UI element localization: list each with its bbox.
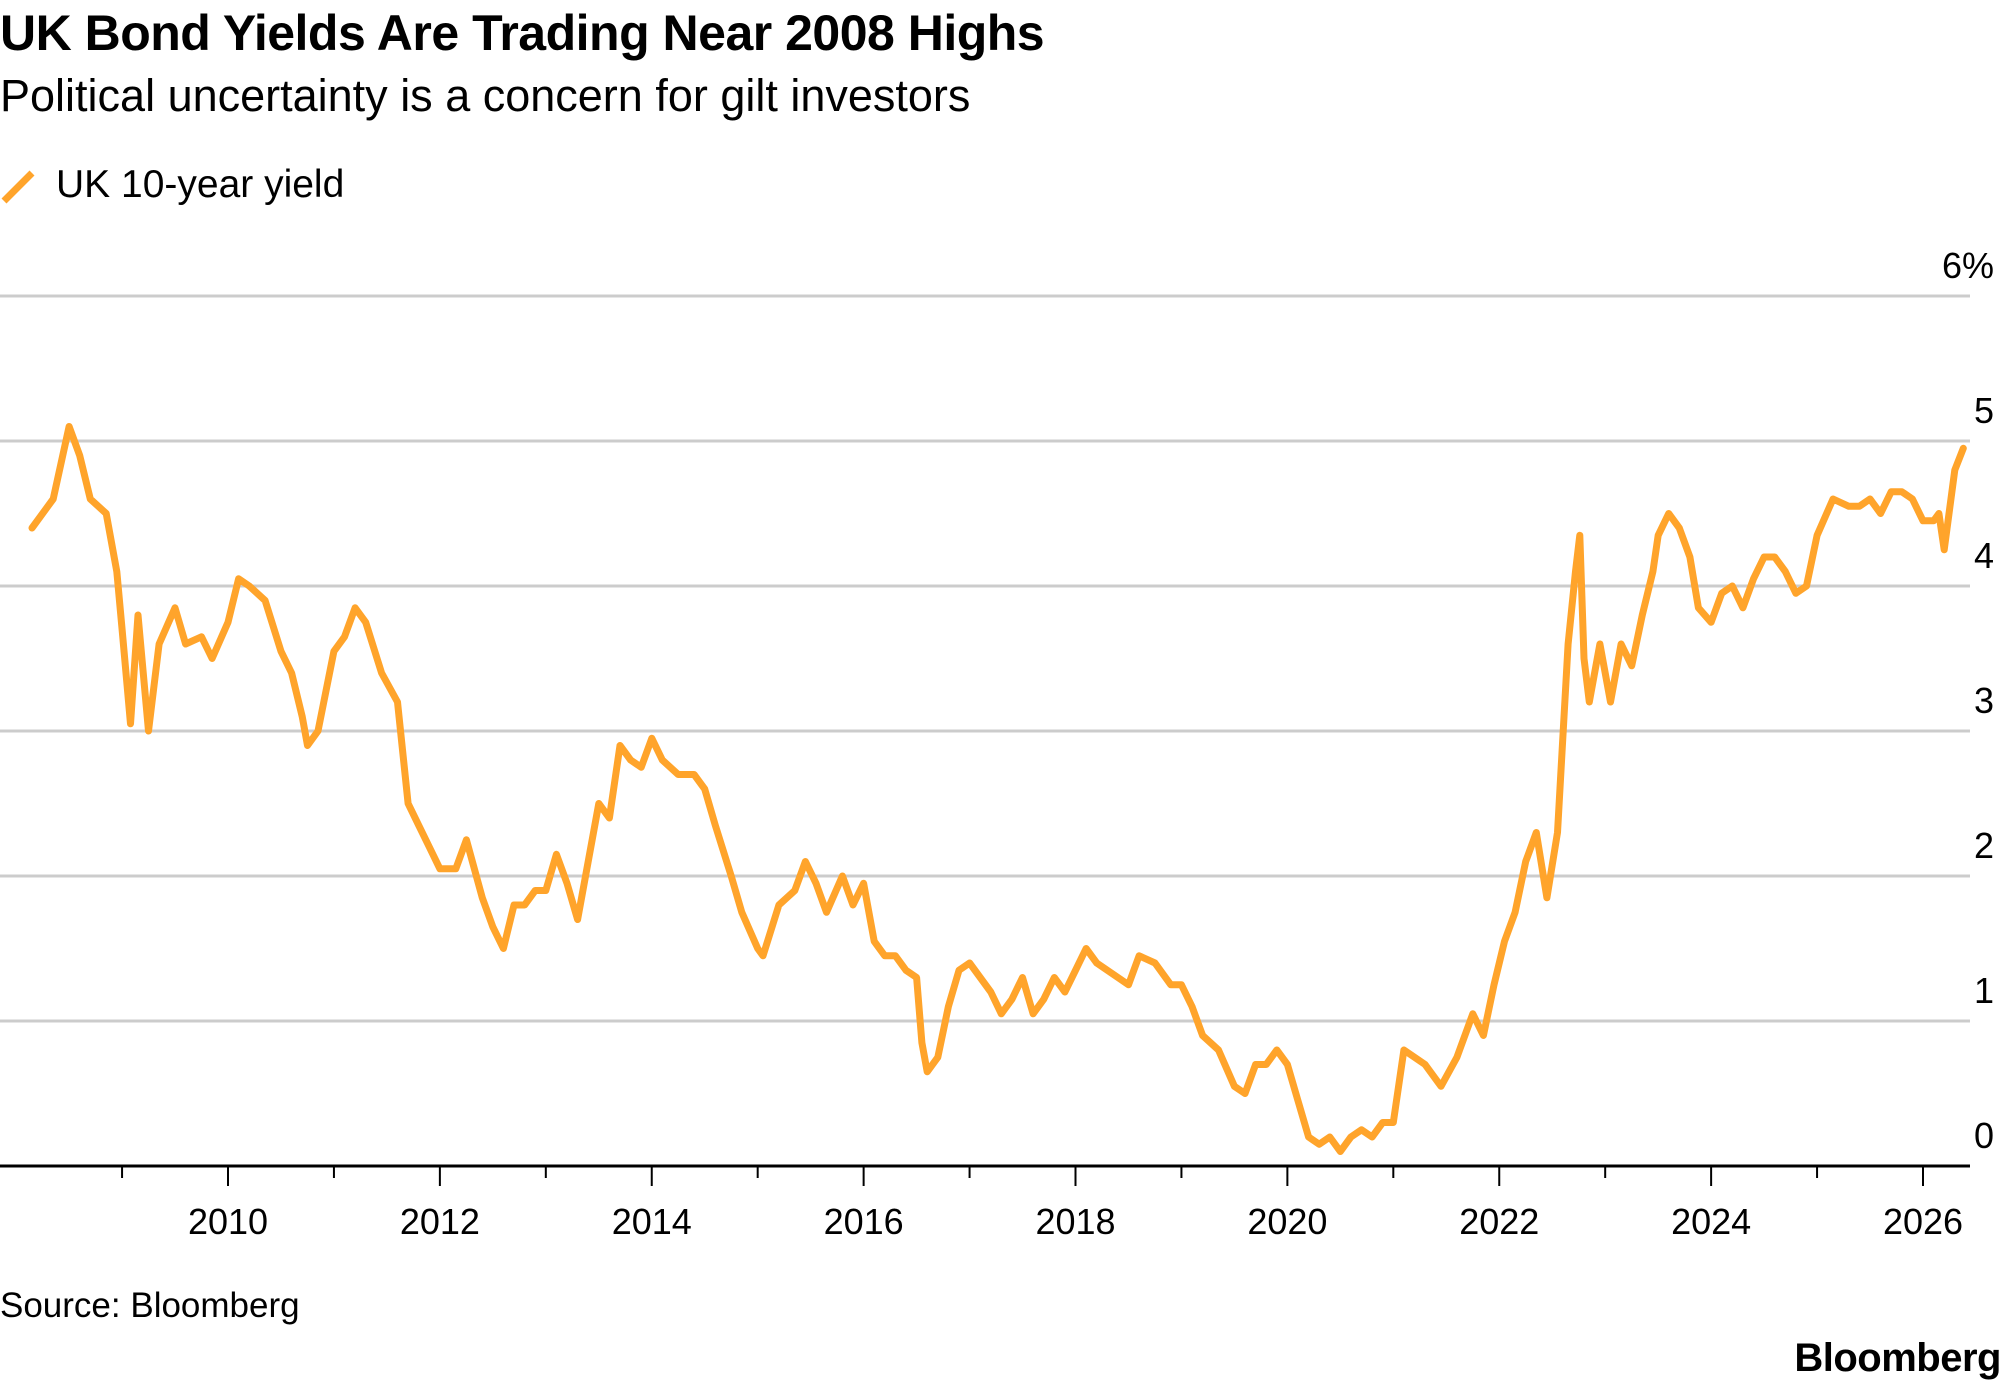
y-tick-label: 3 (1974, 680, 1994, 721)
y-tick-label: 4 (1974, 535, 1994, 576)
y-tick-label: 2 (1974, 825, 1994, 866)
x-tick-label: 2024 (1671, 1201, 1751, 1242)
y-tick-label: 1 (1974, 970, 1994, 1011)
legend-swatch (1, 170, 35, 204)
series-line-uk-10-year-yield (28, 423, 1967, 1155)
x-tick-label: 2026 (1883, 1201, 1963, 1242)
x-tick-label: 2012 (400, 1201, 480, 1242)
x-tick-label: 2014 (612, 1201, 692, 1242)
x-tick-label: 2010 (188, 1201, 268, 1242)
source-note: Source: Bloomberg (0, 1286, 300, 1325)
bloomberg-logo: Bloomberg (1794, 1336, 2001, 1380)
legend: UK 10-year yield (0, 160, 344, 210)
y-tick-label: 0 (1974, 1115, 1994, 1156)
chart-subtitle: Political uncertainty is a concern for g… (0, 70, 971, 121)
legend-label: UK 10-year yield (56, 163, 345, 206)
x-tick-label: 2016 (824, 1201, 904, 1242)
chart-title: UK Bond Yields Are Trading Near 2008 Hig… (0, 5, 1045, 61)
x-tick-label: 2018 (1035, 1201, 1115, 1242)
y-tick-label: 6% (1942, 245, 1994, 286)
y-tick-label: 5 (1974, 390, 1994, 431)
x-tick-label: 2022 (1459, 1201, 1539, 1242)
x-tick-label: 2020 (1247, 1201, 1327, 1242)
